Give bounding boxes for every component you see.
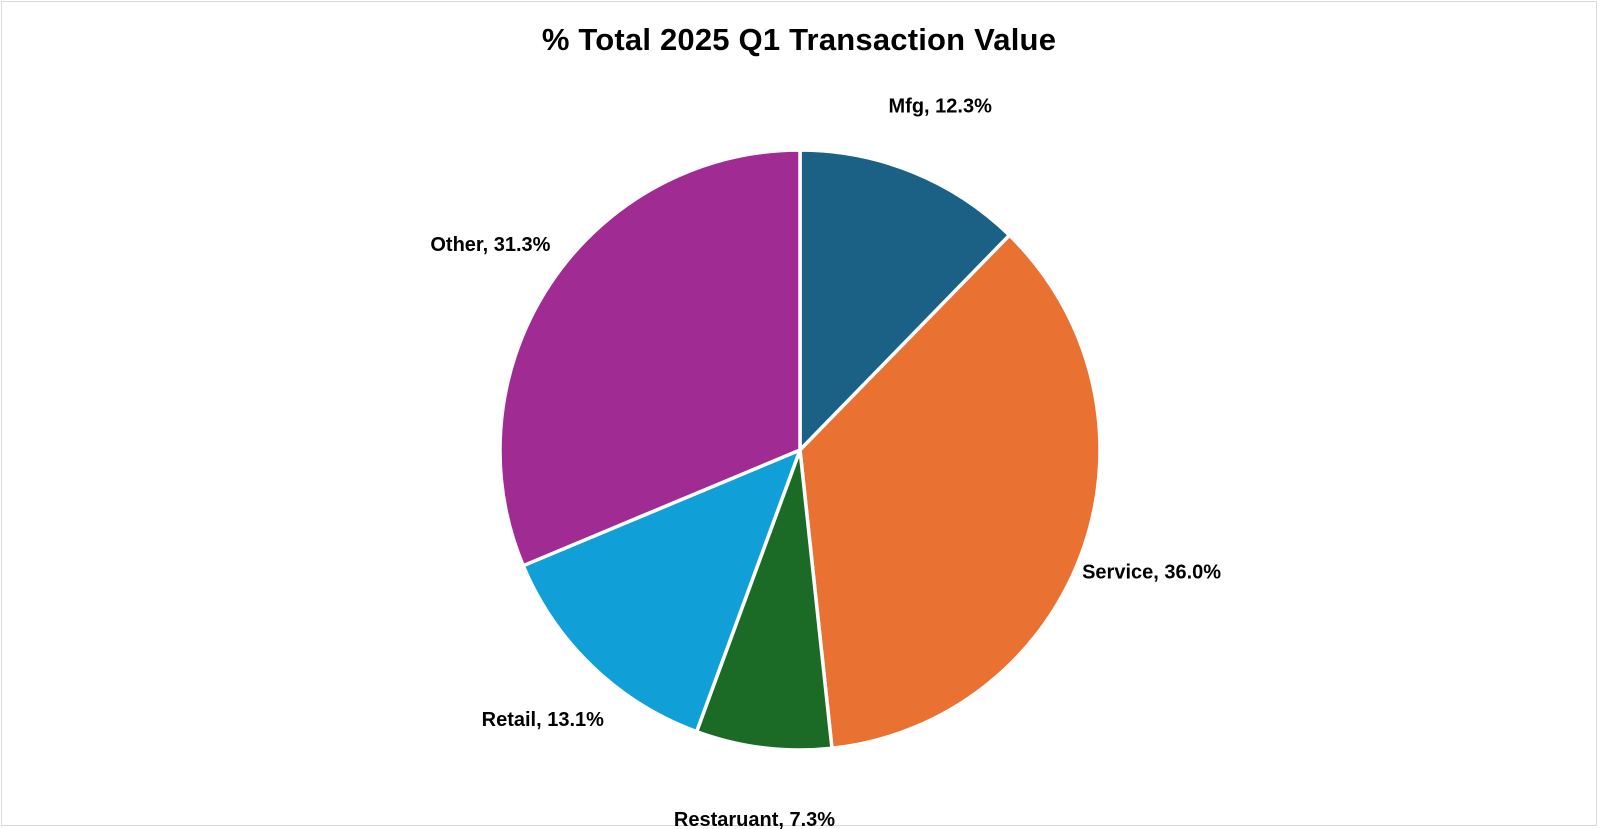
pie-slice-other	[498, 148, 802, 568]
chart-title: % Total 2025 Q1 Transaction Value	[541, 22, 1057, 57]
data-label-restaruant: Restaruant, 7.3%	[674, 809, 835, 829]
pie-slice-mfg	[798, 148, 1012, 452]
pie-slice-restaruant	[694, 448, 834, 752]
data-label-retail: Retail, 13.1%	[482, 709, 605, 731]
data-label-other: Other, 31.3%	[430, 234, 550, 256]
data-label-service: Service, 36.0%	[1082, 562, 1221, 584]
pie-slice-retail	[521, 448, 802, 734]
pie-slice-service	[798, 233, 1102, 751]
data-label-mfg: Mfg, 12.3%	[889, 95, 993, 117]
